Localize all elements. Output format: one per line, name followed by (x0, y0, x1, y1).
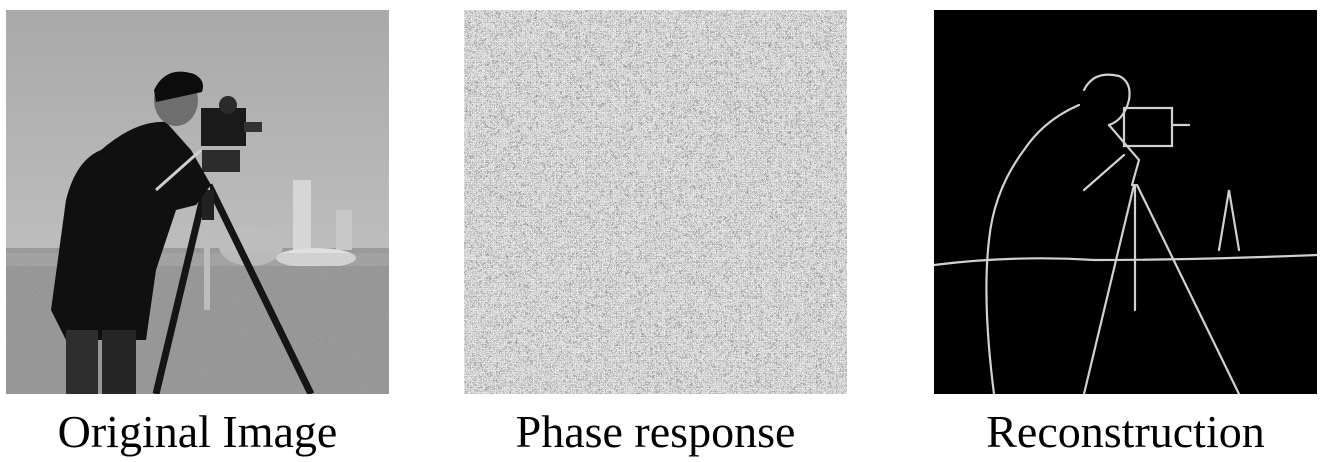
caption-original: Original Image (57, 406, 338, 457)
original-image (6, 10, 389, 394)
caption-reconstruction: Reconstruction (986, 406, 1265, 457)
reconstruction-image (934, 10, 1317, 394)
panel-phase: Phase response (464, 10, 847, 457)
caption-phase: Phase response (515, 406, 796, 457)
panel-reconstruction: Reconstruction (934, 10, 1317, 457)
phase-response-image (464, 10, 847, 394)
panel-original: Original Image (6, 10, 389, 457)
